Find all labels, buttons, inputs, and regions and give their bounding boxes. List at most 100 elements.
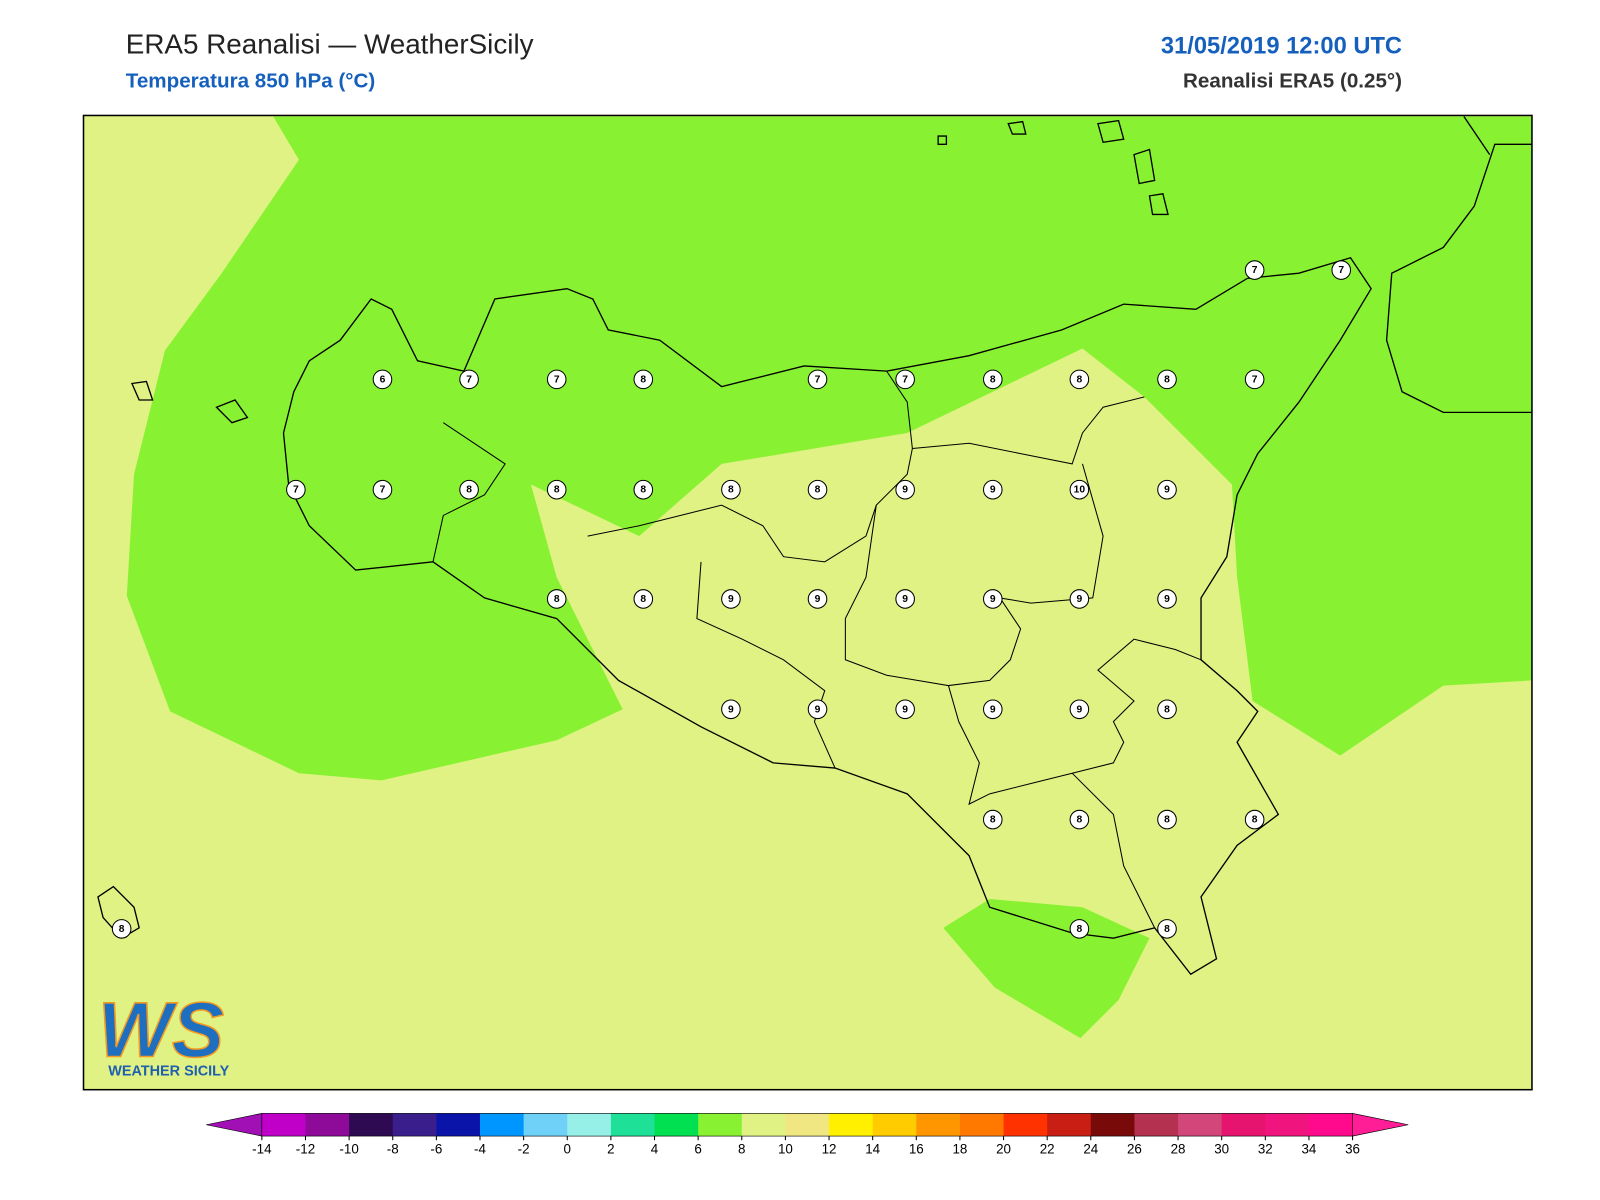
station-value: 9 — [990, 485, 996, 496]
colorbar-tick-label: 22 — [1040, 1142, 1055, 1157]
station-value: 7 — [466, 374, 472, 385]
station-value: 8 — [1077, 374, 1083, 385]
station-marker — [372, 369, 393, 390]
station-value: 7 — [293, 485, 299, 496]
station: 8 — [1157, 919, 1177, 939]
colorbar-tick-label: -6 — [430, 1142, 442, 1157]
station: 7 — [807, 369, 828, 390]
station: 7 — [895, 369, 915, 390]
colorbar-tick-label: -12 — [296, 1142, 315, 1157]
station: 8 — [546, 479, 567, 500]
station-value: 7 — [1338, 265, 1344, 276]
station: 8 — [111, 919, 132, 939]
colorbar-box — [261, 1113, 306, 1137]
colorbar-tick-label: 4 — [651, 1142, 659, 1157]
station: 7 — [1244, 369, 1265, 390]
colorbar-tick-label: 26 — [1127, 1142, 1142, 1157]
station-marker — [459, 369, 479, 390]
station-marker — [633, 589, 654, 609]
station-marker — [1244, 260, 1265, 280]
station: 8 — [1157, 369, 1177, 390]
subtitle: Temperatura 850 hPa (°C) — [126, 70, 376, 93]
station: 9 — [1069, 589, 1090, 609]
station: 9 — [807, 589, 828, 609]
station-marker — [372, 479, 393, 500]
colorbar-tick-label: 28 — [1171, 1142, 1186, 1157]
station-marker — [1069, 919, 1090, 939]
station-marker — [721, 479, 741, 500]
station-value: 8 — [1252, 815, 1258, 826]
colorbar-box — [1134, 1113, 1179, 1137]
colorbar-box — [392, 1113, 437, 1137]
station: 9 — [895, 479, 915, 500]
station-value: 9 — [1077, 594, 1083, 605]
station: 8 — [546, 589, 567, 609]
station-marker — [982, 479, 1003, 500]
station: 7 — [286, 479, 306, 500]
datetime: 31/05/2019 12:00 UTC — [1161, 34, 1402, 60]
colorbar-tick-label: -14 — [252, 1142, 272, 1157]
station-value: 7 — [815, 374, 821, 385]
station-value: 8 — [466, 485, 472, 496]
station: 7 — [459, 369, 479, 390]
station: 8 — [982, 809, 1003, 830]
station-value: 9 — [815, 594, 821, 605]
station-value: 7 — [902, 374, 908, 385]
colorbar-tick-label: 10 — [778, 1142, 793, 1157]
colorbar-box — [349, 1113, 394, 1137]
station-value: 8 — [640, 594, 646, 605]
station-marker — [1244, 809, 1265, 830]
station: 7 — [372, 479, 393, 500]
station: 6 — [372, 369, 393, 390]
station-marker — [546, 369, 567, 390]
colorbar-over — [1352, 1113, 1409, 1137]
station-value: 9 — [902, 704, 908, 715]
colorbar-box — [436, 1113, 481, 1137]
station-marker — [286, 479, 306, 500]
station-marker — [1069, 589, 1090, 609]
station-value: 9 — [1164, 485, 1170, 496]
station-marker — [807, 699, 828, 720]
station: 8 — [633, 589, 654, 609]
colorbar-tick-label: 6 — [694, 1142, 701, 1157]
station-marker — [807, 479, 828, 500]
station-value: 9 — [728, 594, 734, 605]
station: 9 — [982, 699, 1003, 720]
station: 8 — [633, 369, 654, 390]
colorbar-tick-label: 34 — [1301, 1142, 1316, 1157]
station-marker — [807, 369, 828, 390]
station-marker — [982, 589, 1003, 609]
station-value: 6 — [380, 374, 386, 385]
colorbar: -14 -12 -10 -8 -6 -4 -2 0 2 4 6 8 10 12 14 16 18 20 22 24 26… — [206, 1113, 1409, 1157]
colorbar-tick-label: 16 — [909, 1142, 924, 1157]
stations: 7 7 6 7 7 8 7 7 8 8 8 7 7 7 8 8 8 8 8 9 9 10 9 8 8 9 9 9 9 9 9 9 9 9 9 9 8 8 8… — [111, 260, 1352, 939]
colorbar-box — [523, 1113, 568, 1137]
station-value: 8 — [554, 594, 560, 605]
colorbar-tick-label: 14 — [865, 1142, 880, 1157]
station-value: 9 — [728, 704, 734, 715]
station-marker — [1157, 589, 1177, 609]
station-value: 7 — [554, 374, 560, 385]
station-marker — [546, 589, 567, 609]
station: 8 — [1244, 809, 1265, 830]
station-marker — [633, 369, 654, 390]
station-value: 7 — [1252, 265, 1258, 276]
colorbar-box — [1090, 1113, 1135, 1137]
colorbar-box — [1308, 1113, 1354, 1137]
station-marker — [1069, 809, 1090, 830]
station-value: 8 — [815, 485, 821, 496]
station-marker — [807, 589, 828, 609]
colorbar-box — [480, 1113, 525, 1137]
colorbar-box — [829, 1113, 874, 1137]
station: 8 — [1069, 369, 1090, 390]
station: 8 — [633, 479, 654, 500]
logo: WS WEATHER SICILY — [97, 985, 229, 1079]
station-value: 8 — [990, 374, 996, 385]
station-value: 9 — [902, 594, 908, 605]
map: 7 7 6 7 7 8 7 7 8 8 8 7 7 7 8 8 8 8 8 9 9 10 9 8 8 9 9 9 9 9 9 9 9 9 9 9 8 8 8… — [82, 114, 1533, 1091]
station-marker — [1069, 369, 1090, 390]
station-marker — [1331, 260, 1352, 280]
